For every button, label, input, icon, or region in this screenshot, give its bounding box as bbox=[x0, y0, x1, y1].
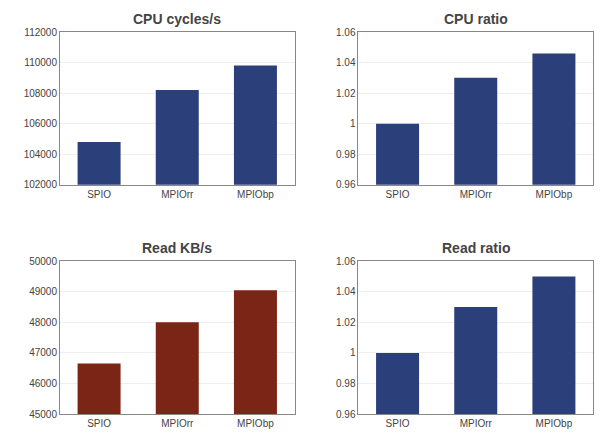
svg-text:0.98: 0.98 bbox=[336, 378, 356, 389]
svg-text:0.96: 0.96 bbox=[336, 179, 356, 190]
svg-text:SPIO: SPIO bbox=[386, 189, 410, 200]
svg-text:110000: 110000 bbox=[24, 57, 57, 68]
svg-text:Read ratio: Read ratio bbox=[442, 240, 510, 256]
svg-text:106000: 106000 bbox=[24, 118, 58, 129]
svg-text:104000: 104000 bbox=[24, 149, 58, 160]
svg-text:1: 1 bbox=[350, 347, 356, 358]
svg-text:0.98: 0.98 bbox=[336, 149, 356, 160]
svg-text:MPIObp: MPIObp bbox=[536, 189, 573, 200]
svg-text:MPIOrr: MPIOrr bbox=[460, 189, 493, 200]
svg-text:MPIOrr: MPIOrr bbox=[161, 189, 194, 200]
svg-text:46000: 46000 bbox=[29, 378, 57, 389]
svg-text:49000: 49000 bbox=[29, 286, 57, 297]
svg-text:CPU ratio: CPU ratio bbox=[444, 11, 508, 27]
svg-text:1.04: 1.04 bbox=[336, 57, 356, 68]
svg-text:SPIO: SPIO bbox=[386, 418, 410, 429]
svg-text:1.02: 1.02 bbox=[336, 317, 356, 328]
svg-text:MPIOrr: MPIOrr bbox=[460, 418, 493, 429]
svg-text:CPU cycles/s: CPU cycles/s bbox=[133, 11, 221, 27]
svg-text:1.06: 1.06 bbox=[336, 256, 356, 267]
svg-text:0.96: 0.96 bbox=[336, 409, 356, 420]
svg-text:Read KB/s: Read KB/s bbox=[142, 240, 212, 256]
svg-text:MPIOrr: MPIOrr bbox=[161, 418, 194, 429]
svg-text:108000: 108000 bbox=[24, 88, 58, 99]
svg-text:47000: 47000 bbox=[29, 347, 57, 358]
svg-text:112000: 112000 bbox=[24, 27, 57, 38]
svg-text:1.06: 1.06 bbox=[336, 27, 356, 38]
svg-text:SPIO: SPIO bbox=[87, 189, 111, 200]
svg-text:50000: 50000 bbox=[29, 256, 57, 267]
svg-text:102000: 102000 bbox=[24, 179, 58, 190]
svg-text:MPIObp: MPIObp bbox=[536, 418, 573, 429]
svg-text:48000: 48000 bbox=[29, 317, 57, 328]
svg-text:MPIObp: MPIObp bbox=[237, 189, 274, 200]
svg-text:MPIObp: MPIObp bbox=[237, 418, 274, 429]
svg-text:45000: 45000 bbox=[29, 409, 57, 420]
svg-text:1: 1 bbox=[350, 118, 356, 129]
svg-text:1.02: 1.02 bbox=[336, 88, 356, 99]
svg-text:SPIO: SPIO bbox=[87, 418, 111, 429]
svg-text:1.04: 1.04 bbox=[336, 286, 356, 297]
